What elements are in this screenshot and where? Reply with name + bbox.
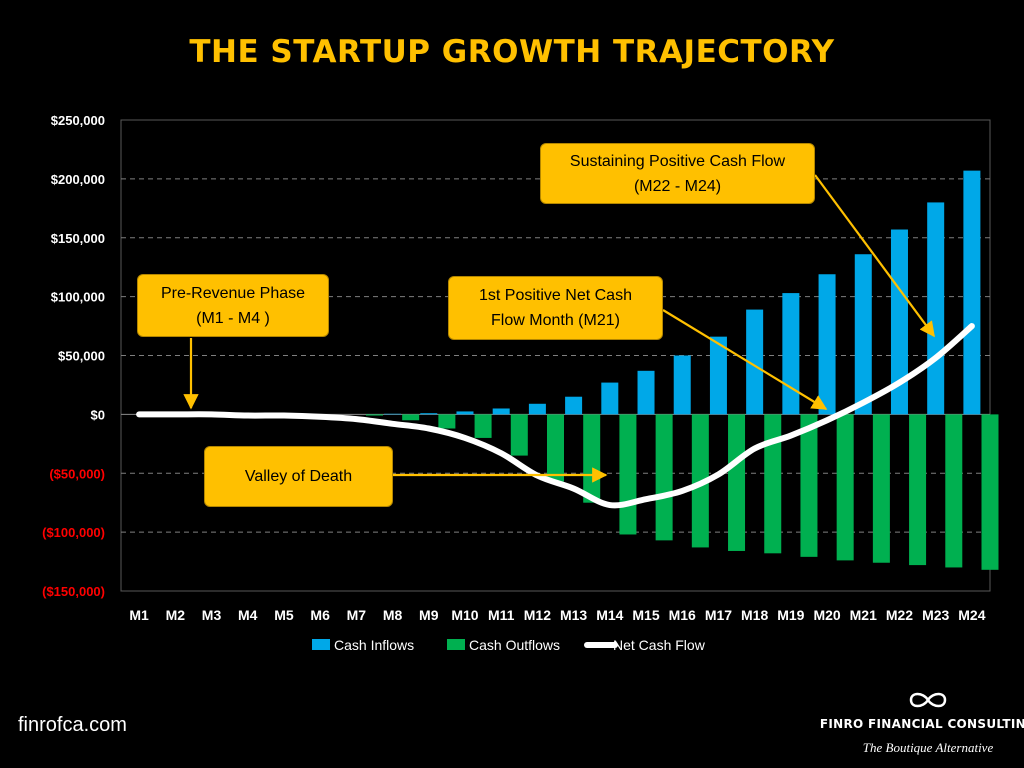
bar-cash-inflow (601, 382, 619, 415)
x-tick-label: M7 (347, 607, 367, 623)
bar-cash-inflow (709, 336, 727, 415)
legend-swatch (312, 639, 330, 650)
bar-cash-outflow (728, 414, 746, 551)
website-link[interactable]: finrofca.com (18, 714, 127, 736)
x-tick-label: M14 (596, 607, 623, 623)
chart-title: THE STARTUP GROWTH TRAJECTORY (189, 34, 835, 70)
bar-cash-outflow (619, 414, 637, 535)
bar-cash-inflow (854, 254, 872, 415)
x-axis: M1 M2 M3 M4 M5 M6 M7 M8 M9 M10 M11 M12 M13 M14 M15 M16 M… (129, 607, 985, 623)
x-tick-label: M10 (451, 607, 478, 623)
bar-cash-outflow (510, 414, 528, 456)
bar-cash-inflow (746, 309, 764, 415)
x-tick-label: M17 (705, 607, 732, 623)
callout-text: Valley of Death (244, 468, 353, 485)
bar-cash-inflow (782, 293, 800, 415)
bar-cash-inflow (528, 403, 546, 415)
callout-pre-revenue: Pre-Revenue Phase (M1 - M4 ) (137, 274, 329, 337)
y-tick-label: $100,000 (51, 290, 105, 305)
bar-cash-inflow (492, 408, 510, 415)
legend-label: Net Cash Flow (613, 637, 706, 653)
x-tick-label: M24 (958, 607, 985, 623)
bar-cash-outflow (547, 414, 564, 482)
x-tick-label: M16 (669, 607, 696, 623)
callout-text: Flow Month (M21) (491, 312, 620, 329)
x-tick-label: M23 (922, 607, 949, 623)
x-tick-label: M9 (419, 607, 439, 623)
bar-cash-outflow (438, 414, 456, 429)
bar-cash-outflow (909, 414, 927, 566)
bar-cash-outflow (474, 414, 492, 438)
x-tick-label: M22 (886, 607, 913, 623)
bar-cash-inflow (927, 202, 945, 415)
legend-swatch (447, 639, 465, 650)
legend: Cash Inflows Cash Outflows Net Cash Flow (312, 637, 706, 653)
y-tick-label: $150,000 (51, 231, 105, 246)
legend-label: Cash Outflows (469, 637, 560, 653)
bar-cash-inflow (963, 170, 981, 415)
legend-label: Cash Inflows (334, 637, 414, 653)
y-tick-label: ($50,000) (49, 466, 105, 481)
x-tick-label: M12 (524, 607, 551, 623)
bar-cash-inflow (420, 413, 438, 415)
y-tick-label: $250,000 (51, 113, 105, 128)
x-tick-label: M21 (850, 607, 877, 623)
bars (365, 170, 999, 570)
y-tick-label: $200,000 (51, 172, 105, 187)
x-tick-label: M15 (632, 607, 659, 623)
bar-cash-inflow (637, 370, 655, 415)
x-tick-label: M2 (166, 607, 186, 623)
x-tick-label: M6 (310, 607, 330, 623)
bar-cash-outflow (800, 414, 818, 557)
bar-cash-inflow (673, 355, 691, 415)
x-tick-label: M19 (777, 607, 804, 623)
x-tick-label: M20 (813, 607, 840, 623)
brand-tagline: The Boutique Alternative (862, 740, 994, 755)
y-tick-label: ($100,000) (42, 525, 105, 540)
callout-arrows (183, 174, 935, 483)
bar-cash-outflow (836, 414, 854, 561)
y-tick-label: ($150,000) (42, 584, 105, 599)
bar-cash-outflow (764, 414, 782, 554)
infinity-logo-icon (909, 692, 947, 708)
y-axis: $250,000 $200,000 $150,000 $100,000 $50,000 $… (42, 113, 105, 599)
y-tick-label: $50,000 (58, 349, 105, 364)
x-tick-label: M1 (129, 607, 149, 623)
bar-cash-inflow (565, 396, 583, 415)
net-cash-flow-line-group (136, 323, 975, 509)
x-tick-label: M5 (274, 607, 294, 623)
callout-sustaining: Sustaining Positive Cash Flow (M22 - M24… (540, 143, 815, 204)
callout-text: 1st Positive Net Cash (479, 287, 632, 304)
callout-arrow (662, 309, 828, 410)
bar-cash-inflow (890, 229, 908, 415)
x-tick-label: M13 (560, 607, 587, 623)
bar-cash-outflow (655, 414, 673, 541)
callout-text: (M22 - M24) (633, 177, 722, 195)
bar-cash-inflow (384, 413, 402, 415)
x-tick-label: M3 (202, 607, 222, 623)
callout-arrow (814, 174, 935, 338)
callout-text: (M1 - M4 ) (196, 309, 270, 327)
bar-cash-outflow (872, 414, 890, 563)
bar-cash-outflow (981, 414, 999, 570)
x-tick-label: M4 (238, 607, 258, 623)
callout-valley-of-death: Valley of Death (204, 446, 393, 507)
bar-cash-inflow (818, 274, 836, 415)
y-tick-label: $0 (91, 407, 105, 422)
bar-cash-outflow (402, 414, 420, 421)
callout-first-positive: 1st Positive Net Cash Flow Month (M21) (448, 276, 663, 340)
bar-cash-outflow (583, 414, 601, 503)
bar-cash-outflow (365, 414, 383, 416)
brand-name: FINRO FINANCIAL CONSULTING (819, 717, 1024, 731)
x-tick-label: M18 (741, 607, 768, 623)
net-cash-flow-line (136, 323, 975, 509)
callout-text: Pre-Revenue Phase (160, 284, 306, 302)
callout-text: Sustaining Positive Cash Flow (569, 152, 786, 170)
bar-cash-outflow (945, 414, 963, 568)
x-tick-label: M11 (488, 607, 515, 623)
x-tick-label: M8 (383, 607, 403, 623)
bar-cash-inflow (456, 411, 474, 415)
